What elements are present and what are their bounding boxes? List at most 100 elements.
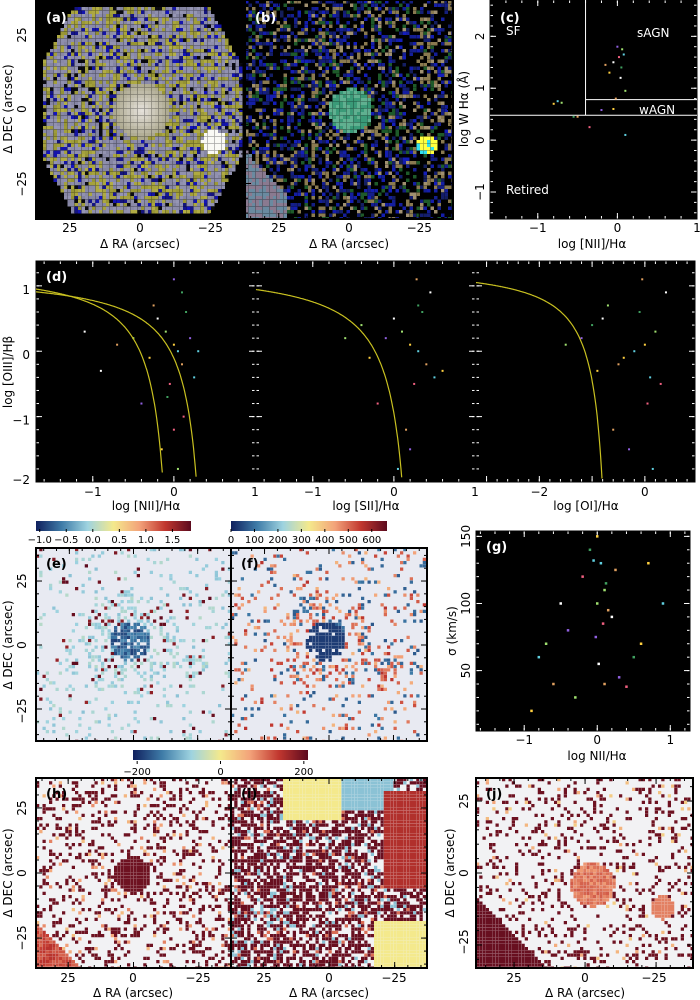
panel-a-rgb-image	[36, 0, 244, 219]
x-tick-label: 25	[271, 221, 286, 235]
scatter-point	[643, 343, 646, 346]
scatter-point	[116, 343, 119, 346]
scatter-point	[413, 382, 416, 385]
scatter-point	[168, 382, 171, 385]
colorbar-tick-label: 0	[228, 535, 234, 546]
panel-letter-b: (b)	[255, 11, 276, 26]
panel-letter-a: (a)	[46, 11, 67, 26]
y-tick-label: 0	[457, 869, 471, 877]
x-tick-label: 1	[251, 485, 259, 499]
x-tick-label: −1	[515, 733, 533, 747]
scatter-point	[647, 561, 650, 565]
colorbar-tick-label: 0.0	[85, 535, 101, 546]
y-tick-label: −25	[15, 925, 29, 950]
panel-c-frame	[489, 0, 698, 220]
panel-letter-j: (j)	[486, 787, 502, 802]
y-tick-label: 150	[459, 525, 473, 548]
scatter-point	[612, 428, 615, 431]
x-tick-label: −25	[407, 221, 432, 235]
scatter-point	[612, 61, 615, 64]
panel-d3-frame	[475, 260, 696, 483]
panel-i-ticks	[231, 778, 427, 968]
scatter-point	[599, 561, 603, 565]
scatter-point	[612, 107, 615, 110]
scatter-point	[172, 343, 175, 346]
y-tick-label: −25	[15, 698, 29, 723]
scatter-point	[608, 71, 611, 74]
scatter-point	[396, 467, 399, 470]
scatter-point	[641, 278, 644, 281]
y-tick-label: −25	[457, 929, 471, 954]
x-tick-label: 0	[129, 971, 137, 985]
x-tick-label: −25	[381, 971, 406, 985]
scatter-point	[591, 324, 594, 327]
x-tick-label: 25	[506, 971, 521, 985]
panel-letter-h: (h)	[46, 787, 67, 802]
panel-f-map	[231, 548, 427, 741]
colorbar-tick-label: 500	[339, 535, 358, 546]
scatter-d3	[564, 278, 667, 470]
scatter-point	[601, 317, 604, 320]
scatter-point	[654, 330, 657, 333]
scatter-point	[182, 415, 185, 418]
scatter-point	[417, 304, 420, 307]
y-tick-label: 2	[473, 33, 487, 41]
scatter-point	[441, 369, 444, 372]
x-axis-label: Δ RA (arcsec)	[545, 986, 625, 1000]
kewley-line	[35, 291, 197, 477]
region-label-wagn: wAGN	[639, 103, 675, 117]
scatter-c	[552, 45, 627, 136]
y-tick-label: 50	[459, 663, 473, 678]
x-tick-label: 1	[666, 733, 674, 747]
panel-d2-frame	[255, 260, 476, 483]
x-tick-label: 25	[62, 221, 77, 235]
panel-d2-background	[256, 261, 475, 482]
scatter-point	[152, 304, 155, 307]
scatter-point	[622, 53, 625, 56]
scatter-point	[649, 376, 652, 379]
colorbar-tick-label: 200	[294, 767, 313, 778]
region-label-retired: Retired	[506, 183, 549, 197]
scatter-point	[625, 685, 628, 688]
colorbar-tick-label: 100	[245, 535, 264, 546]
colorbar-e	[36, 521, 191, 531]
scatter-point	[604, 63, 607, 66]
scatter-point	[552, 102, 555, 105]
colorbar-tick-label: −1.0	[28, 535, 52, 546]
scatter-point	[646, 402, 649, 405]
y-tick-label: 25	[15, 27, 29, 42]
scatter-point	[664, 291, 667, 294]
scatter-point	[616, 45, 619, 48]
scatter-point	[595, 535, 599, 538]
scatter-point	[193, 376, 196, 379]
scatter-point	[433, 376, 436, 379]
x-tick-label: 0	[170, 485, 178, 499]
scatter-d2	[344, 278, 444, 470]
colorbar-tick-label: −0.5	[54, 535, 78, 546]
colorbar-hij	[133, 750, 308, 760]
x-axis-label: log [OI]/Hα	[553, 499, 619, 513]
scatter-point	[176, 467, 179, 470]
panel-d1-frame	[35, 260, 256, 483]
panel-letter-d1: (d)	[46, 270, 67, 285]
scatter-point	[576, 115, 579, 118]
scatter-point	[405, 428, 408, 431]
scatter-point	[606, 304, 609, 307]
x-tick-label: 0	[325, 971, 333, 985]
panel-i-map	[231, 778, 427, 968]
x-tick-label: −25	[198, 221, 223, 235]
scatter-point	[425, 363, 428, 366]
scatter-point	[620, 66, 623, 69]
scatter-point	[566, 629, 570, 632]
colorbar-tick-label: 0.5	[111, 535, 127, 546]
region-label-sagn: sAGN	[637, 26, 670, 40]
scatter-point	[140, 402, 143, 405]
kewley-line	[476, 282, 603, 479]
scatter-point	[624, 89, 627, 92]
panel-letter-i: (i)	[241, 787, 257, 802]
x-tick-label: 1	[471, 485, 479, 499]
y-axis-label: log W Hα (Å)	[456, 71, 471, 147]
scatter-point	[384, 337, 387, 340]
